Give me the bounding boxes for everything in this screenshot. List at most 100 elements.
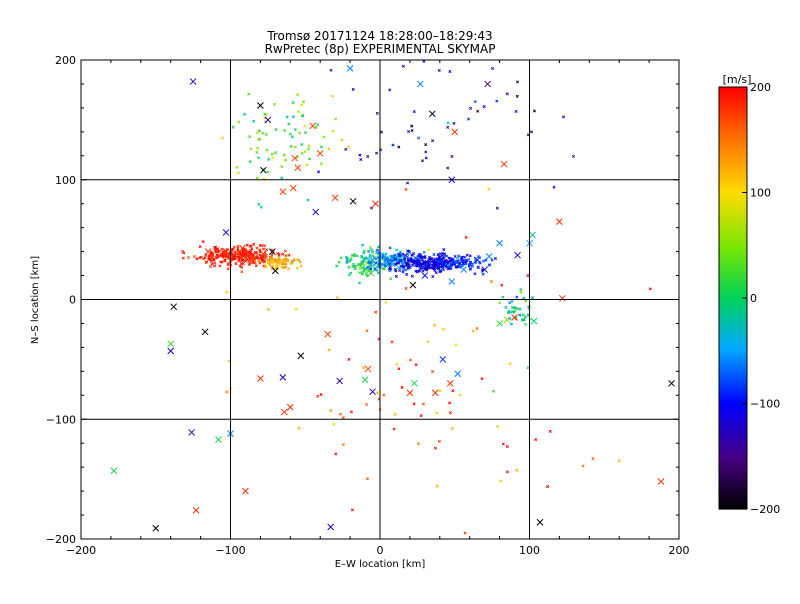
velocity-point: [255, 150, 259, 154]
colorbar-segment: [719, 343, 747, 348]
velocity-point: [439, 269, 443, 273]
velocity-point: [515, 295, 519, 299]
velocity-point: [419, 414, 423, 418]
velocity-point: [410, 129, 414, 133]
velocity-point: [300, 143, 304, 147]
colorbar-segment: [719, 108, 747, 113]
velocity-point: [261, 255, 265, 259]
velocity-point: [436, 262, 440, 266]
velocity-point: [247, 259, 251, 263]
velocity-point: [456, 256, 460, 260]
velocity-point: [352, 253, 356, 257]
chart-title: Tromsø 20171124 18:28:00–18:29:43: [266, 29, 492, 43]
velocity-point: [526, 273, 530, 278]
colorbar-segment: [719, 280, 747, 285]
x-marker: [446, 379, 454, 387]
velocity-point: [274, 151, 278, 155]
velocity-point: [237, 259, 241, 263]
velocity-point: [245, 243, 249, 247]
colorbar-segment: [719, 192, 747, 197]
colorbar-segment: [719, 294, 747, 299]
x-marker: [336, 377, 343, 385]
velocity-point: [362, 249, 366, 253]
velocity-point: [270, 261, 274, 265]
colorbar-segment: [719, 417, 747, 422]
velocity-point: [390, 259, 394, 263]
colorbar-segment: [719, 470, 747, 475]
velocity-point: [412, 110, 416, 114]
velocity-point: [470, 264, 474, 268]
velocity-point: [220, 260, 224, 264]
velocity-point: [358, 153, 362, 157]
velocity-point: [462, 255, 467, 259]
x-marker: [657, 478, 665, 485]
velocity-point: [406, 181, 410, 185]
colorbar-segment: [719, 132, 747, 137]
x-marker: [529, 231, 536, 239]
velocity-point: [403, 253, 407, 257]
x-marker: [668, 379, 675, 387]
velocity-point: [518, 307, 522, 311]
velocity-point: [428, 255, 432, 259]
velocity-point: [376, 248, 380, 252]
velocity-point: [426, 340, 430, 344]
x-marker: [451, 128, 459, 136]
velocity-point: [401, 64, 405, 68]
colorbar-segment: [719, 101, 747, 106]
colorbar-segment: [719, 445, 747, 450]
blue-north-scatter: [317, 59, 575, 210]
velocity-point: [431, 263, 435, 267]
velocity-point: [362, 269, 366, 273]
velocity-point: [446, 260, 450, 264]
velocity-point: [404, 286, 408, 290]
velocity-point: [307, 144, 311, 148]
x-marker: [361, 376, 369, 384]
velocity-point: [369, 206, 374, 210]
x-marker: [530, 317, 538, 325]
velocity-point: [261, 131, 265, 135]
x-marker: [170, 303, 178, 311]
colorbar-segment: [719, 319, 747, 324]
velocity-point: [397, 145, 401, 149]
velocity-point: [281, 252, 285, 256]
velocity-point: [375, 111, 379, 115]
velocity-point: [419, 253, 423, 257]
colorbar-segment: [719, 329, 747, 334]
velocity-point: [298, 260, 302, 264]
velocity-point: [395, 261, 399, 265]
velocity-point: [283, 128, 287, 133]
x-marker: [215, 436, 222, 443]
velocity-point: [209, 265, 213, 269]
velocity-point: [408, 358, 412, 362]
colorbar-segment: [719, 150, 747, 155]
velocity-point: [473, 272, 477, 276]
velocity-point: [375, 268, 379, 272]
velocity-point: [508, 362, 512, 366]
velocity-point: [296, 93, 300, 97]
velocity-point: [382, 393, 386, 397]
x-marker: [192, 506, 200, 514]
velocity-point: [370, 258, 374, 262]
colorbar-segment: [719, 273, 747, 278]
x-marker: [167, 340, 175, 348]
velocity-point: [380, 130, 384, 134]
colorbar-segment: [719, 442, 747, 447]
velocity-point: [214, 245, 218, 249]
colorbar-segment: [719, 136, 747, 141]
velocity-point: [271, 261, 275, 265]
velocity-point: [434, 263, 438, 267]
colorbar-segment: [719, 438, 747, 443]
velocity-point: [504, 305, 508, 309]
velocity-point: [427, 266, 431, 270]
velocity-point: [236, 253, 240, 257]
velocity-point: [266, 307, 270, 311]
x-marker: [417, 80, 424, 88]
velocity-point: [402, 266, 406, 270]
velocity-point: [365, 274, 369, 278]
velocity-point: [487, 187, 491, 191]
velocity-point: [388, 246, 392, 250]
velocity-point: [340, 138, 344, 142]
velocity-point: [359, 157, 363, 161]
velocity-point: [375, 391, 379, 395]
